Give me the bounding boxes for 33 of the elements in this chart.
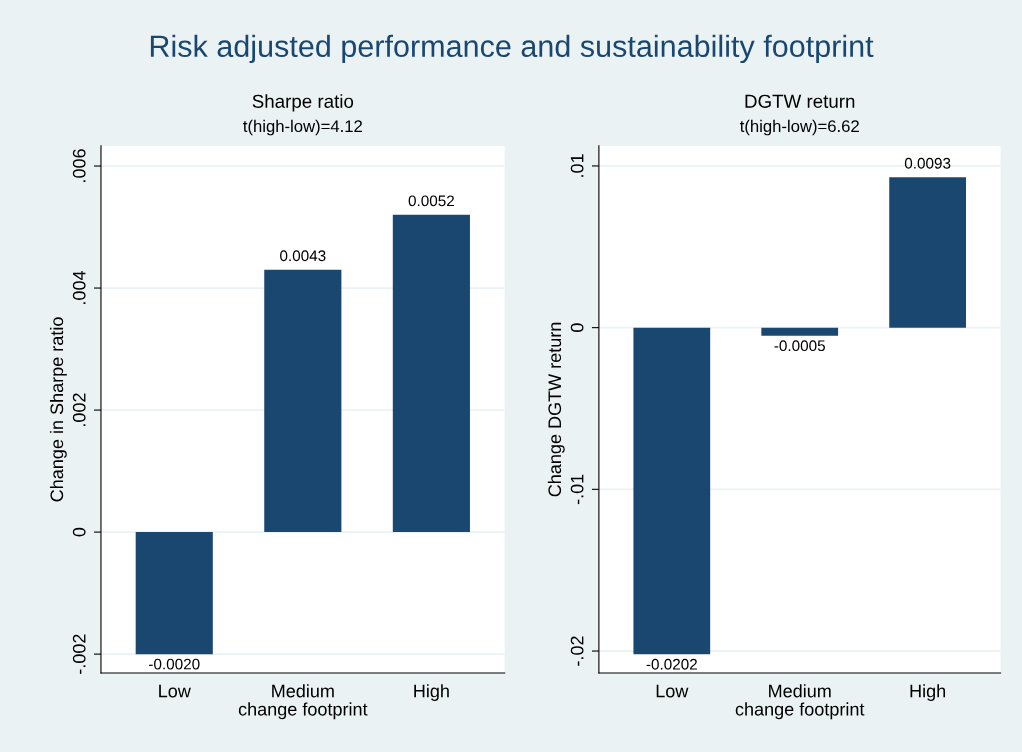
x-tick-label: High: [910, 684, 946, 701]
bar: [264, 269, 342, 533]
data-label: 0.0093: [904, 157, 951, 169]
y-axis-title: Change DGTW return: [547, 322, 565, 497]
x-axis-title: change footprint: [735, 702, 865, 720]
y-tick-label: .004: [72, 271, 86, 304]
x-axis-title: change footprint: [238, 702, 368, 720]
bar: [392, 214, 470, 533]
bar: [135, 532, 213, 655]
y-tick-label: 0: [72, 527, 86, 537]
data-label: -0.0202: [646, 658, 697, 670]
text: Risk adjusted performance and sustainability footprint: [150, 34, 874, 64]
data-label: -0.0020: [149, 658, 200, 670]
y-tick-label: -.01: [570, 474, 584, 505]
x-tick-label: High: [414, 684, 449, 701]
y-axis-title: Change in Sharpe ratio: [49, 317, 67, 502]
y-tick-label: .01: [570, 154, 584, 177]
data-label: -0.0005: [774, 340, 825, 352]
chart-subtitle: t(high-low)=4.12: [243, 119, 362, 136]
x-tick-label: Low: [656, 684, 689, 698]
chart-subtitle: t(high-low)=6.62: [739, 119, 859, 136]
y-tick-label: .006: [72, 149, 86, 182]
chart-title: Sharpe ratio: [252, 94, 354, 112]
y-tick-label: .002: [72, 393, 86, 426]
y-tick-label: -.002: [72, 634, 86, 674]
data-label: 0.0043: [280, 250, 326, 262]
x-tick-label: Medium: [272, 684, 334, 698]
x-tick-label: Medium: [769, 684, 831, 698]
x-tick-label: Low: [159, 684, 191, 698]
y-tick-label: 0: [570, 323, 584, 332]
chart-title: DGTW return: [745, 94, 855, 108]
y-tick-label: -.02: [570, 636, 584, 666]
data-label: 0.0052: [408, 195, 454, 207]
